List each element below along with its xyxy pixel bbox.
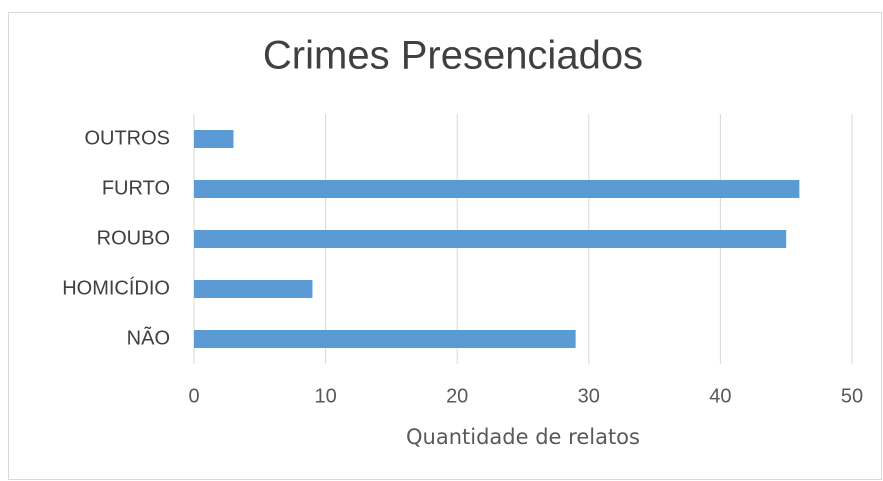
y-tick-label: HOMICÍDIO [62, 276, 170, 299]
bar [194, 330, 576, 348]
y-tick-label: NÃO [127, 325, 170, 349]
bar [194, 230, 787, 248]
y-tick-label: OUTROS [84, 127, 170, 149]
x-tick-label: 50 [841, 385, 863, 407]
y-tick-label: FURTO [102, 177, 170, 199]
x-tick-label: 40 [709, 385, 731, 407]
bar [194, 280, 313, 298]
chart-title: Crimes Presenciados [263, 34, 643, 78]
bar [194, 130, 234, 148]
x-tick-label: 20 [446, 385, 468, 407]
x-axis-title: Quantidade de relatos [406, 425, 640, 449]
bar [194, 180, 800, 198]
x-tick-label: 30 [578, 385, 600, 407]
x-tick-label: 0 [188, 385, 199, 407]
x-tick-label: 10 [314, 385, 336, 407]
y-tick-label: ROUBO [97, 227, 170, 249]
